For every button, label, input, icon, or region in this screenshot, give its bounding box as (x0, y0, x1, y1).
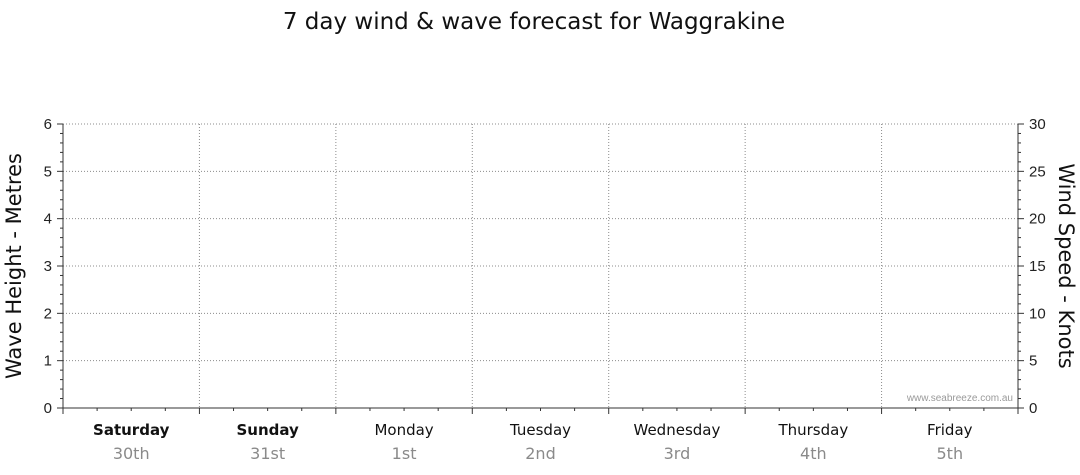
right-tick-label: 5 (1029, 353, 1037, 370)
day-date-label: 3rd (664, 444, 691, 463)
day-name-label: Wednesday (634, 421, 721, 439)
day-name-label: Monday (374, 421, 433, 439)
day-date-label: 31st (250, 444, 285, 463)
right-tick-label: 20 (1029, 211, 1046, 228)
left-tick-label: 5 (44, 163, 52, 180)
left-tick-label: 1 (44, 353, 52, 370)
left-axis-title: Wave Height - Metres (2, 153, 26, 379)
day-date-label: 2nd (525, 444, 555, 463)
left-tick-label: 4 (44, 211, 52, 228)
left-axis-ticks: 0 1 2 3 4 5 6 (44, 116, 63, 417)
right-tick-label: 10 (1029, 305, 1046, 322)
day-name-label: Friday (927, 421, 973, 439)
day-date-label: 4th (800, 444, 827, 463)
grid-lines (63, 123, 1018, 408)
right-axis-title: Wind Speed - Knots (1054, 163, 1078, 368)
day-name-label: Sunday (236, 421, 299, 439)
day-date-label: 1st (392, 444, 417, 463)
right-tick-label: 30 (1029, 116, 1046, 133)
watermark: www.seabreeze.com.au (906, 393, 1013, 404)
right-tick-label: 25 (1029, 163, 1046, 180)
right-axis-ticks: 0 5 10 15 20 25 30 (1018, 116, 1046, 417)
left-tick-label: 6 (44, 116, 52, 133)
day-date-label: 30th (113, 444, 150, 463)
axes (62, 124, 1019, 414)
right-tick-label: 15 (1029, 258, 1046, 275)
day-name-label: Saturday (93, 421, 170, 439)
day-name-label: Tuesday (509, 421, 571, 439)
right-tick-label: 0 (1029, 400, 1037, 417)
left-tick-label: 3 (44, 258, 52, 275)
chart-title: 7 day wind & wave forecast for Waggrakin… (283, 9, 785, 35)
day-labels: Saturday 30th Sunday 31st Monday 1st Tuesday 2n… (93, 421, 973, 463)
left-tick-label: 0 (44, 400, 52, 417)
day-date-label: 5th (936, 444, 963, 463)
left-tick-label: 2 (44, 305, 52, 322)
day-name-label: Thursday (777, 421, 848, 439)
